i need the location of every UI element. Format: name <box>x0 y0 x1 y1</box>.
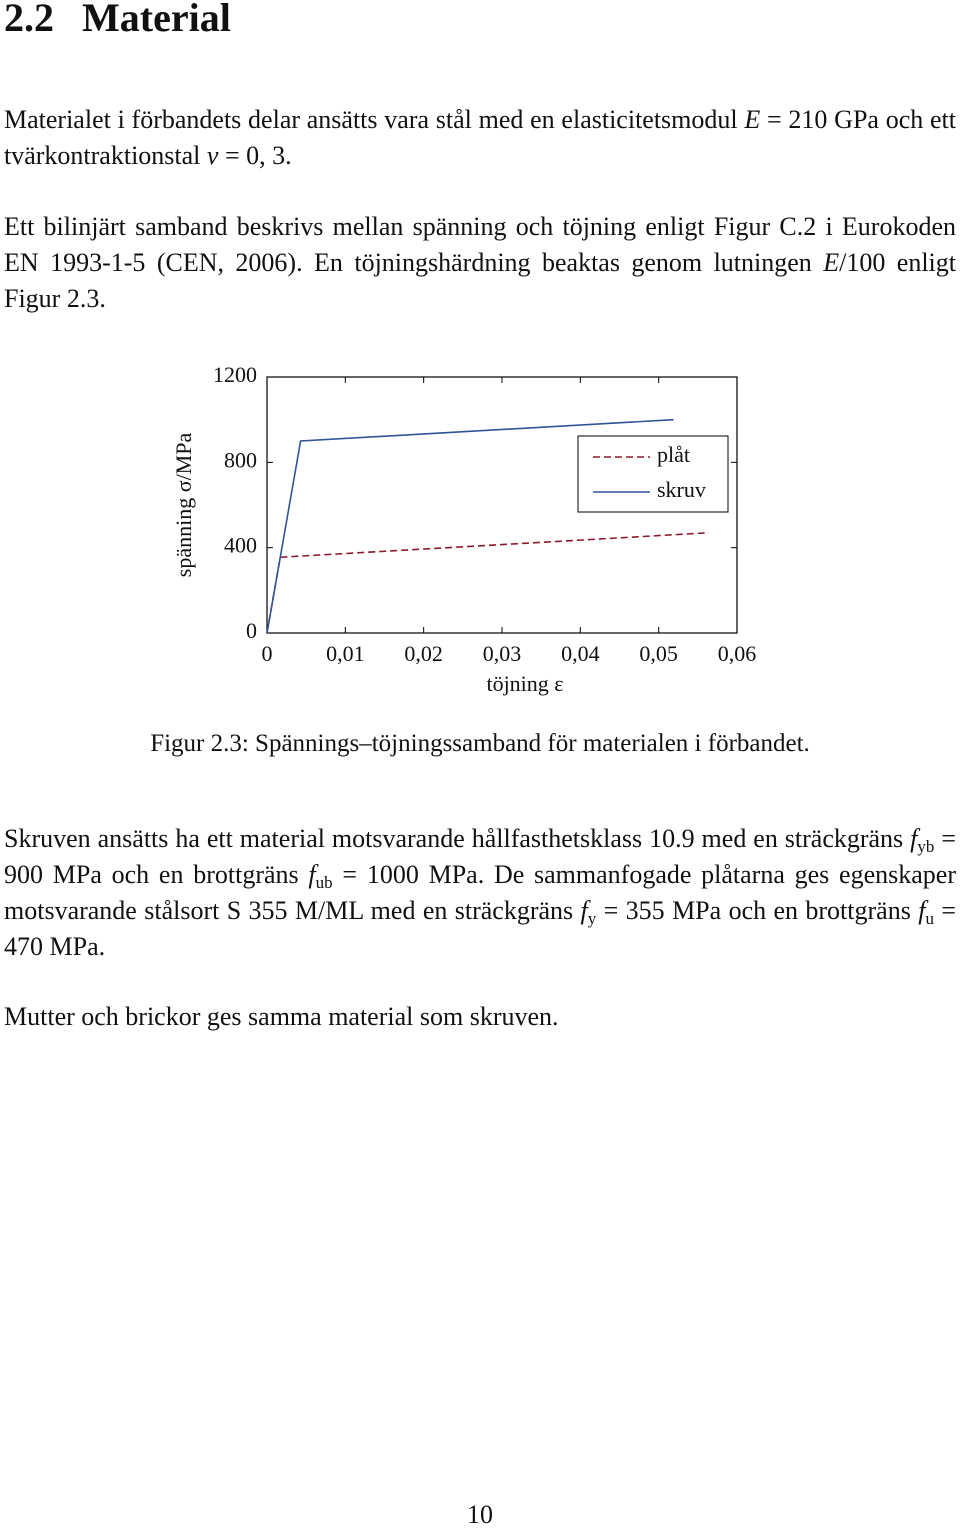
x-tick-label: 0,06 <box>718 641 757 666</box>
series-line <box>266 531 709 634</box>
x-axis-label: töjning ε <box>486 671 563 696</box>
x-tick-label: 0 <box>262 641 273 666</box>
y-tick-label: 800 <box>224 447 257 472</box>
paragraph: Ett bilinjärt samband beskrivs mellan sp… <box>4 209 956 317</box>
text: /100 enligt Figur 2.3. <box>4 248 956 313</box>
text: = 1000 MPa. De sammanfogade plåtarna ges… <box>4 860 956 925</box>
legend-label: plåt <box>657 442 690 467</box>
subscript: ub <box>315 873 333 892</box>
section-number: 2.2 <box>4 0 54 40</box>
x-tick-label: 0,02 <box>404 641 443 666</box>
math: f <box>918 896 926 925</box>
x-tick-label: 0,04 <box>561 641 600 666</box>
x-tick-label: 0,05 <box>639 641 678 666</box>
text: Mutter och brickor ges samma material so… <box>4 1002 559 1031</box>
y-tick-label: 0 <box>246 618 257 643</box>
text: Ett bilinjärt samband beskrivs mellan sp… <box>4 212 956 277</box>
legend: plåt skruv <box>577 435 729 513</box>
math: E <box>744 105 761 134</box>
section-title: Material <box>82 0 231 40</box>
section-heading: 2.2 Material <box>4 0 231 41</box>
text: Skruven ansätts ha ett material motsvara… <box>4 824 911 853</box>
chart: töjning ε spänning σ/MPa plåt skruv 0 400 8… <box>171 362 757 696</box>
y-tick-label: 400 <box>224 533 257 558</box>
math: f <box>308 860 316 889</box>
page-number: 10 <box>467 1500 493 1529</box>
paragraph: Mutter och brickor ges samma material so… <box>4 999 956 1035</box>
math: ν <box>206 141 219 170</box>
y-axis-label: spänning σ/MPa <box>171 433 196 578</box>
series-line <box>266 418 674 634</box>
y-tick-label: 1200 <box>213 362 257 387</box>
math: E <box>823 248 840 277</box>
text: = 210 GPa och ett tvärkontraktionstal <box>4 105 956 170</box>
paragraph: Materialet i förbandets delar ansätts va… <box>4 102 956 174</box>
paragraph: Skruven ansätts ha ett material motsvara… <box>4 821 956 965</box>
subscript: yb <box>917 837 935 856</box>
figure-caption: Figur 2.3: Spännings–töjningssamband för… <box>150 730 810 757</box>
subscript: y <box>587 909 597 928</box>
x-tick-label: 0,03 <box>483 641 522 666</box>
x-tick-label: 0,01 <box>326 641 365 666</box>
legend-label: skruv <box>657 477 706 502</box>
legend-box <box>577 435 729 513</box>
math: f <box>580 896 588 925</box>
text: = 470 MPa. <box>4 896 956 961</box>
subscript: u <box>925 909 934 928</box>
text: = 0, 3. <box>218 141 292 170</box>
text: Materialet i förbandets delar ansätts va… <box>4 105 745 134</box>
text: = 900 MPa och en brottgräns <box>4 824 956 889</box>
math: f <box>910 824 918 853</box>
text: = 355 MPa och en brottgräns <box>596 896 919 925</box>
